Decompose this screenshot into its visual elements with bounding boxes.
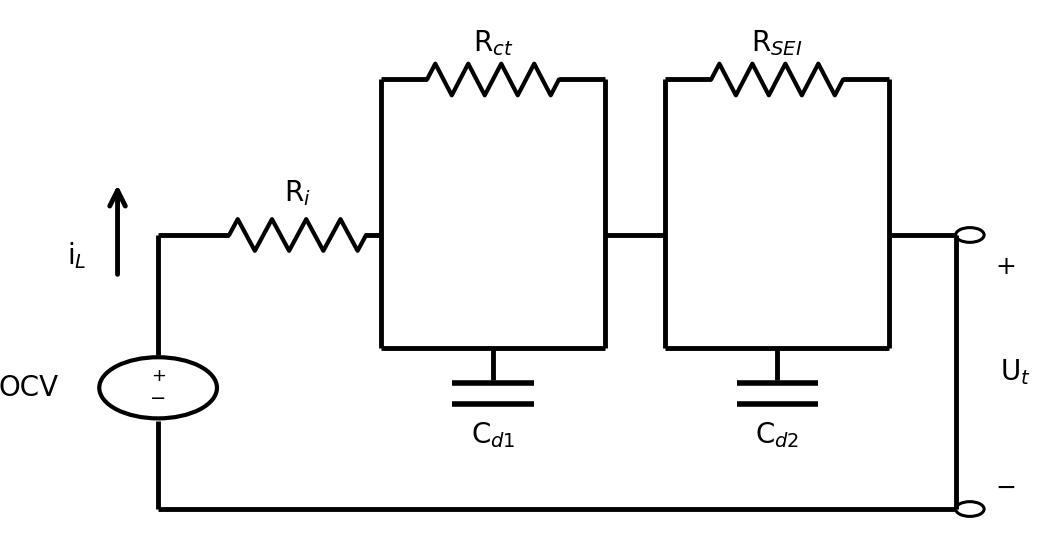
Text: R$_{ct}$: R$_{ct}$ [472,27,514,58]
Text: C$_{d2}$: C$_{d2}$ [755,421,799,450]
Text: −: − [150,389,166,408]
Text: C$_{d1}$: C$_{d1}$ [470,421,516,450]
Text: i$_L$: i$_L$ [68,240,87,271]
Text: R$_{SEI}$: R$_{SEI}$ [752,27,803,58]
Text: R$_i$: R$_i$ [284,178,311,208]
Text: +: + [151,367,166,385]
Text: +: + [996,255,1016,278]
Text: OCV: OCV [0,374,59,402]
Text: U$_t$: U$_t$ [1000,357,1032,387]
Text: −: − [996,476,1016,500]
